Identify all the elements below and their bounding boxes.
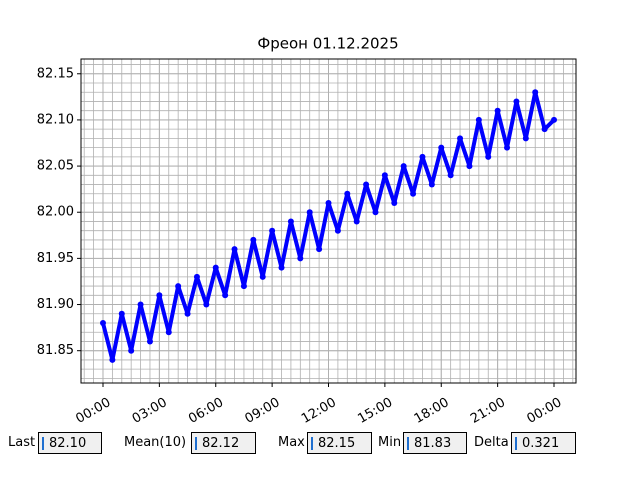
data-point [203, 301, 210, 308]
readout-label: Min [378, 435, 402, 450]
data-point [475, 116, 482, 123]
data-point [269, 227, 276, 234]
data-point [99, 320, 106, 326]
data-point [494, 107, 501, 114]
data-point [193, 273, 200, 280]
data-point [222, 292, 229, 299]
x-tick-label: 21:00 [468, 395, 508, 425]
readout-field[interactable]: 81.83 [403, 432, 467, 454]
data-point [297, 255, 304, 262]
x-tick-label: 03:00 [130, 395, 170, 425]
x-tick-label: 09:00 [243, 395, 283, 425]
y-tick-label: 81.85 [37, 343, 74, 358]
readout-field[interactable]: 0.321 [511, 432, 576, 454]
data-point [391, 200, 398, 206]
data-point [381, 172, 388, 179]
readout-label: Last [8, 435, 36, 450]
data-point [325, 200, 332, 206]
y-tick-label: 81.90 [37, 297, 74, 312]
data-point [438, 144, 445, 151]
readout-field[interactable]: 82.15 [307, 432, 372, 454]
data-point [146, 338, 153, 345]
data-point [419, 153, 426, 160]
data-point [353, 218, 360, 225]
data-point [532, 89, 539, 96]
data-point [400, 163, 407, 170]
data-point [128, 347, 135, 354]
data-point [466, 163, 473, 170]
y-tick-label: 82.00 [37, 205, 74, 220]
readout-label: Mean(10) [124, 435, 187, 450]
x-tick-label: 00:00 [73, 395, 113, 425]
x-tick-label: 12:00 [299, 395, 339, 425]
data-point [240, 283, 247, 290]
y-tick-label: 82.10 [37, 112, 74, 127]
data-point [541, 126, 548, 133]
data-point [485, 153, 492, 160]
data-point [372, 209, 379, 216]
readout-label: Max [278, 435, 305, 450]
data-point [259, 273, 266, 280]
data-point [184, 310, 191, 317]
data-point [504, 144, 511, 151]
data-point [287, 218, 294, 225]
data-point [212, 264, 219, 271]
data-point [118, 310, 125, 317]
y-tick-label: 82.15 [37, 66, 74, 81]
plot-frame [80, 58, 577, 384]
data-point [156, 292, 163, 299]
data-point [513, 98, 520, 105]
chart-title: Фреон 01.12.2025 [257, 35, 398, 53]
readout-field[interactable]: 82.12 [191, 432, 256, 454]
data-point [137, 301, 144, 308]
data-point [165, 329, 172, 336]
data-point [457, 135, 464, 142]
data-point [334, 227, 341, 234]
data-point [306, 209, 313, 216]
data-point [447, 172, 454, 179]
readout-label: Delta [474, 435, 509, 450]
readout-field[interactable]: 82.10 [38, 432, 102, 454]
data-point [316, 246, 323, 253]
data-point [410, 190, 417, 197]
y-tick-label: 82.05 [37, 159, 74, 174]
x-tick-label: 15:00 [355, 395, 395, 425]
data-point [344, 190, 351, 197]
x-tick-label: 00:00 [524, 395, 564, 425]
data-point [363, 181, 370, 188]
x-tick-label: 18:00 [412, 395, 452, 425]
data-point [175, 283, 182, 290]
y-tick-label: 81.95 [37, 251, 74, 266]
data-point [428, 181, 435, 188]
data-point [231, 246, 238, 253]
chart: Фреон 01.12.2025 00:00 03:00 06:00 09:00 12:… [37, 35, 577, 425]
data-point [522, 135, 529, 142]
data-point [278, 264, 285, 271]
x-tick-label: 06:00 [186, 395, 226, 425]
data-point [250, 236, 257, 243]
data-point [551, 116, 558, 123]
data-point [109, 356, 116, 363]
